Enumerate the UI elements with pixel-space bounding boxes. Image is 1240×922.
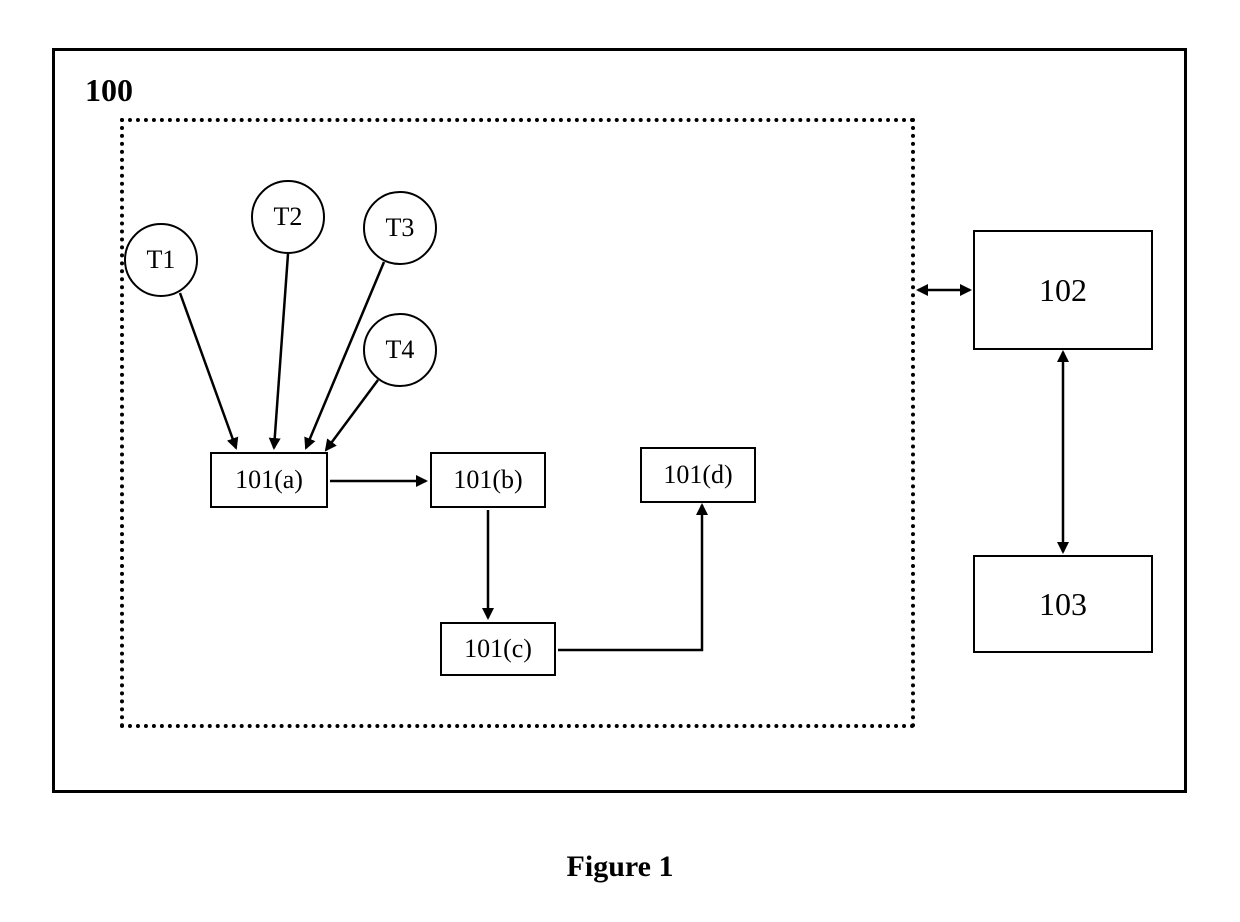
node-102: 102	[973, 230, 1153, 350]
node-101b: 101(b)	[430, 452, 546, 508]
node-T2: T2	[251, 180, 325, 254]
node-101a: 101(a)	[210, 452, 328, 508]
node-101c: 101(c)	[440, 622, 556, 676]
node-T1: T1	[124, 223, 198, 297]
node-103: 103	[973, 555, 1153, 653]
node-101d: 101(d)	[640, 447, 756, 503]
figure-caption: Figure 1	[0, 850, 1240, 884]
node-T4: T4	[363, 313, 437, 387]
node-T3: T3	[363, 191, 437, 265]
diagram-title: 100	[85, 72, 133, 109]
